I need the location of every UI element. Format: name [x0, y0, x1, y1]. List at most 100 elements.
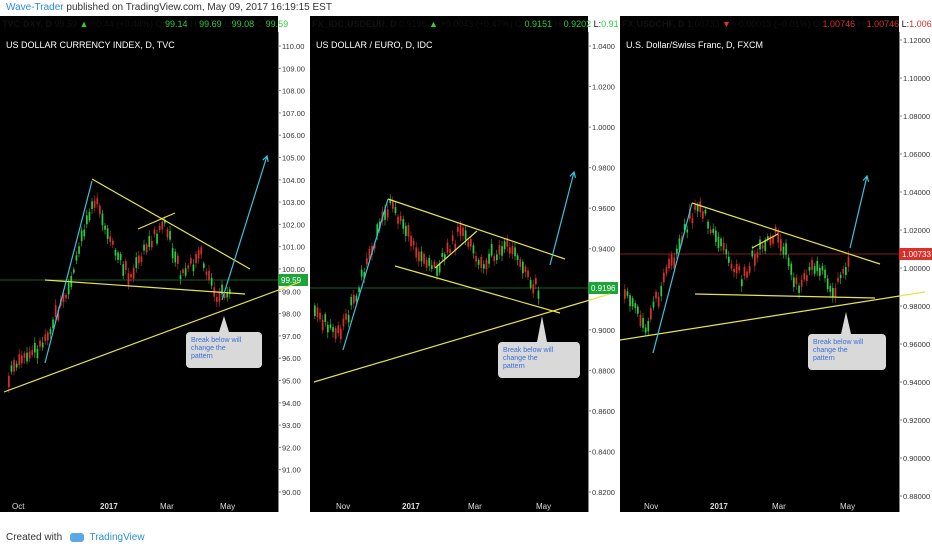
trendline — [394, 265, 561, 314]
y-tick-label: 0.8400 — [592, 447, 615, 456]
header-part-1: 0.9196 — [399, 19, 429, 29]
candle-body — [402, 219, 405, 229]
last-price-label: 0.9196 — [591, 284, 616, 293]
candle-body — [177, 255, 179, 264]
tradingview-brand[interactable]: TradingView — [89, 532, 145, 543]
candle-body — [67, 282, 70, 295]
candle-body — [174, 251, 177, 263]
header-part-10: C: — [257, 19, 266, 29]
candle-body — [153, 229, 156, 235]
y-tick-label: 106.00 — [282, 131, 305, 140]
candle-body — [223, 294, 226, 298]
last-price-tag — [899, 248, 932, 260]
candle-body — [626, 291, 629, 296]
candle-body — [112, 240, 114, 245]
candle-body — [647, 320, 650, 332]
arrow-head-icon — [569, 170, 577, 178]
author-name[interactable]: Wave-Trader — [6, 2, 64, 13]
candle-body — [694, 205, 696, 210]
candle-body — [376, 224, 379, 236]
candle-body — [221, 284, 223, 295]
callout-text-line: change the — [813, 347, 848, 354]
candle-body — [355, 295, 358, 302]
footer: Created with TradingView — [0, 526, 932, 550]
header-part-5: 1.00746 — [823, 19, 858, 29]
candle-body — [829, 285, 832, 292]
y-tick-label: 95.00 — [282, 377, 301, 386]
candle-body — [332, 327, 334, 332]
header-part-7: 1.00746 — [867, 19, 902, 29]
y-tick-label: 100.00 — [282, 265, 305, 274]
symbol-header: FX_IDC:USDEUR, D 0.9196 ▲ +0.0043 (+0.47… — [312, 19, 618, 29]
header-part-0: FX_IDC:USDEUR, D — [312, 19, 399, 29]
candle-body — [821, 266, 824, 271]
candle-body — [34, 342, 36, 353]
candle-body — [80, 230, 83, 242]
candle-body — [104, 225, 106, 230]
last-price-label: 99.59 — [281, 276, 302, 285]
candle-body — [652, 301, 655, 308]
x-tick-label: Mar — [468, 502, 482, 511]
y-tick-label: 97.00 — [282, 332, 301, 341]
y-tick-label: 105.00 — [282, 154, 305, 163]
candle-body — [475, 256, 477, 262]
candle-body — [446, 242, 449, 253]
candle-body — [54, 305, 57, 318]
candle-body — [464, 230, 467, 240]
candle-body — [832, 288, 834, 298]
candle-body — [501, 246, 503, 256]
y-tick-label: 93.00 — [282, 421, 301, 430]
publish-info: published on TradingView.com, May 09, 20… — [66, 2, 332, 13]
candle-body — [397, 216, 399, 224]
candle-body — [665, 267, 668, 274]
candle-body — [663, 272, 665, 283]
x-tick-label: Mar — [772, 502, 786, 511]
header-part-6: H: — [555, 19, 564, 29]
candle-body — [418, 251, 420, 262]
candle-body — [642, 318, 644, 328]
candle-body — [342, 318, 345, 327]
candle-body — [673, 257, 676, 269]
candle-body — [345, 313, 347, 320]
price-axis-background — [588, 16, 618, 524]
candle-body — [314, 305, 316, 317]
price-axis-background — [899, 16, 932, 524]
candle-body — [657, 296, 660, 307]
candle-body — [743, 267, 746, 277]
candle-body — [319, 312, 321, 320]
x-tick-label: May — [840, 502, 855, 511]
plot-background — [310, 16, 588, 512]
candle-body — [670, 254, 673, 266]
candle-body — [516, 255, 519, 260]
candle-body — [321, 319, 324, 331]
y-tick-label: 0.9600 — [592, 204, 615, 213]
chart-panel-usdchf: FX:USDCHF, D 1.00733 ▼ −0.00013 (−0.01%)… — [620, 16, 932, 524]
header-part-2: ▲ — [80, 19, 91, 29]
y-tick-label: 0.90000 — [903, 454, 930, 463]
candle-body — [816, 260, 819, 271]
header-part-9: 1.00684 — [909, 19, 932, 29]
y-tick-label: 0.8600 — [592, 407, 615, 416]
candle-body — [62, 292, 65, 303]
candle-body — [728, 256, 730, 263]
candle-body — [324, 314, 327, 322]
y-tick-label: 0.98000 — [903, 302, 930, 311]
y-tick-label: 1.0000 — [592, 123, 615, 132]
candle-body — [39, 340, 41, 347]
y-tick-label: 1.08000 — [903, 112, 930, 121]
plot-background — [620, 16, 899, 512]
chart-panel-usdeur: FX_IDC:USDEUR, D 0.9196 ▲ +0.0043 (+0.47… — [310, 16, 618, 524]
candle-body — [8, 375, 10, 388]
tradingview-logo-icon — [69, 532, 84, 542]
candle-body — [527, 270, 529, 278]
callout-text-line: change the — [191, 345, 226, 352]
candle-body — [49, 329, 52, 335]
header-part-4: O: — [813, 19, 823, 29]
candle-body — [117, 252, 119, 260]
candle-body — [93, 200, 96, 208]
candle-body — [624, 289, 626, 299]
candle-body — [433, 261, 436, 268]
callout-text-line: Break below will — [813, 339, 864, 346]
candle-body — [824, 269, 826, 279]
candle-body — [156, 233, 158, 244]
